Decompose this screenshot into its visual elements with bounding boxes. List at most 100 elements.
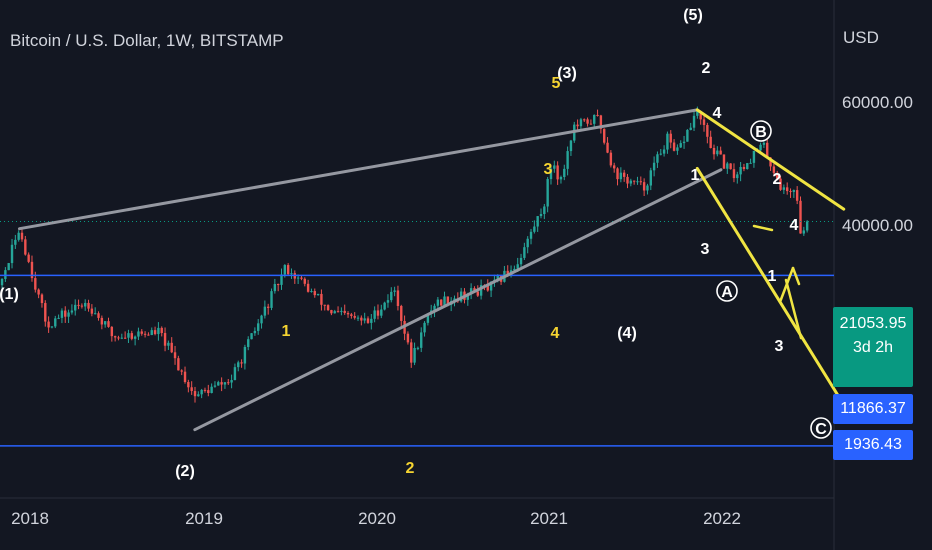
symbol-title[interactable]: Bitcoin / U.S. Dollar, 1W, BITSTAMP bbox=[10, 31, 284, 50]
channel-trendline bbox=[695, 166, 846, 407]
bar-countdown: 3d 2h bbox=[852, 339, 894, 356]
candle-body bbox=[233, 367, 237, 381]
candle-body bbox=[726, 163, 729, 169]
candle-body bbox=[173, 352, 177, 359]
candle-body bbox=[420, 332, 423, 348]
candle-body bbox=[639, 181, 643, 183]
candle-body bbox=[130, 333, 133, 339]
time-axis[interactable]: 2018 2019 2020 2021 2022 bbox=[11, 509, 741, 528]
candle-body bbox=[473, 288, 476, 292]
candle-body bbox=[496, 275, 499, 280]
candle-body bbox=[795, 190, 799, 201]
candle-body bbox=[113, 336, 117, 338]
wave-label: (3) bbox=[557, 65, 577, 82]
candle-body bbox=[742, 166, 746, 170]
candle-body bbox=[406, 333, 410, 343]
candle-body bbox=[153, 330, 157, 335]
candle-body bbox=[366, 318, 370, 323]
price-axis[interactable]: USD 60000.00 40000.00 bbox=[842, 28, 913, 235]
candle-body bbox=[230, 380, 233, 383]
candle-body bbox=[616, 168, 619, 180]
candle-body bbox=[636, 181, 639, 183]
candle-body bbox=[752, 150, 756, 163]
candle-body bbox=[353, 315, 356, 318]
wave-label: 4 bbox=[713, 105, 722, 122]
candle-body bbox=[220, 382, 223, 385]
candle-body bbox=[273, 284, 277, 292]
candle-body bbox=[263, 306, 267, 316]
last-price-tag: 21053.95 3d 2h bbox=[833, 307, 913, 387]
candle-body bbox=[772, 166, 776, 173]
candle-body bbox=[183, 371, 187, 383]
candle-body bbox=[237, 362, 240, 368]
candle-body bbox=[533, 226, 536, 232]
wave-label: 1 bbox=[768, 268, 777, 285]
candle-body bbox=[706, 124, 709, 137]
candle-body bbox=[702, 119, 706, 125]
candle-body bbox=[649, 170, 652, 186]
wave-label: 2 bbox=[702, 60, 711, 77]
candle-body bbox=[187, 382, 190, 388]
last-price-value: 21053.95 bbox=[839, 315, 907, 332]
candle-body bbox=[57, 317, 60, 319]
candle-body bbox=[27, 254, 30, 262]
wave-label: 4 bbox=[551, 325, 560, 342]
candle-body bbox=[599, 115, 603, 129]
candle-body bbox=[340, 310, 343, 312]
candle-body bbox=[619, 172, 623, 180]
candle-body bbox=[117, 337, 120, 339]
candle-body bbox=[603, 128, 606, 143]
candle-body bbox=[123, 337, 127, 339]
candle-body bbox=[40, 294, 44, 304]
candle-body bbox=[243, 346, 247, 364]
wave-label-circle bbox=[750, 120, 772, 142]
candle-body bbox=[576, 124, 579, 127]
candle-body bbox=[44, 303, 47, 322]
candle-body bbox=[383, 302, 386, 310]
candle-body bbox=[426, 313, 430, 323]
candle-body bbox=[60, 310, 64, 318]
candle-body bbox=[589, 123, 593, 125]
candle-body bbox=[519, 257, 523, 265]
candle-body bbox=[227, 382, 230, 384]
candle-body bbox=[410, 342, 413, 363]
candle-body bbox=[712, 147, 716, 155]
candle-body bbox=[296, 277, 300, 279]
candle-body bbox=[190, 387, 193, 392]
candle-body bbox=[579, 119, 583, 127]
candle-body bbox=[439, 299, 443, 306]
candle-body bbox=[736, 174, 739, 179]
candle-body bbox=[200, 389, 203, 395]
candle-body bbox=[343, 310, 346, 313]
candlestick-series bbox=[0, 106, 809, 403]
candle-body bbox=[320, 293, 323, 305]
corrective-wave-path bbox=[791, 266, 801, 286]
candle-body bbox=[722, 154, 726, 169]
wave-label: (4) bbox=[617, 325, 637, 342]
candle-body bbox=[24, 239, 27, 255]
candle-body bbox=[380, 309, 383, 316]
level-tag-lower: 1936.43 bbox=[833, 430, 913, 460]
candle-body bbox=[313, 291, 316, 296]
candle-body bbox=[413, 347, 416, 363]
wave-label: (1) bbox=[0, 286, 19, 303]
candle-body bbox=[213, 385, 217, 387]
candle-body bbox=[47, 321, 50, 328]
candle-body bbox=[170, 342, 173, 353]
candle-body bbox=[133, 336, 137, 339]
candle-body bbox=[323, 304, 326, 306]
candle-body bbox=[103, 321, 107, 325]
candle-body bbox=[4, 270, 7, 279]
candle-body bbox=[699, 111, 702, 120]
candle-body bbox=[286, 265, 290, 275]
candle-body bbox=[719, 150, 722, 155]
candle-body bbox=[207, 390, 210, 394]
candle-body bbox=[266, 306, 270, 308]
candle-body bbox=[20, 232, 24, 240]
candle-body bbox=[240, 362, 243, 364]
wave-label: (2) bbox=[175, 463, 195, 480]
candle-body bbox=[37, 289, 40, 295]
candle-body bbox=[370, 318, 373, 323]
